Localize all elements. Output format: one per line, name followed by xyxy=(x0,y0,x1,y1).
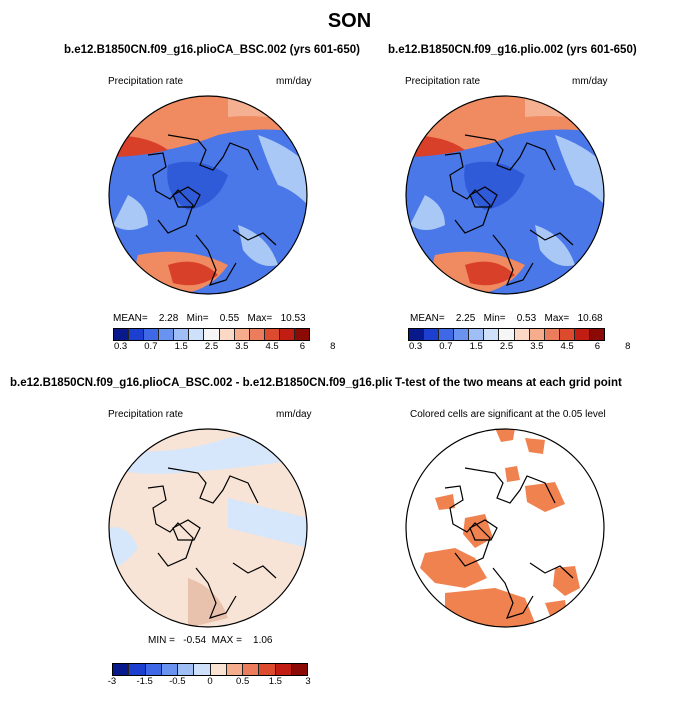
colorbar-2-tick-label: 6 xyxy=(594,341,601,352)
colorbar-3-boxes xyxy=(112,663,308,676)
panel-2-units: mm/day xyxy=(572,76,608,87)
colorbar-3-tick-label: 0.5 xyxy=(236,676,250,687)
colorbar-3-box xyxy=(259,664,276,675)
colorbar-3-tick-label: -3 xyxy=(107,676,117,687)
colorbar-1-box xyxy=(159,329,175,340)
colorbar-3-box xyxy=(194,664,211,675)
colorbar-2-box xyxy=(529,329,545,340)
colorbar-2-box xyxy=(499,329,515,340)
panel-3-stats: MIN = -0.54 MAX = 1.06 xyxy=(148,635,273,646)
colorbar-1-tick-label: 8 xyxy=(330,341,336,352)
colorbar-2-tick-label: 8 xyxy=(625,341,631,352)
colorbar-1-box xyxy=(189,329,205,340)
colorbar-2-tick-label: 0.3 xyxy=(408,341,423,352)
panel-1-variable: Precipitation rate xyxy=(108,76,184,87)
colorbar-3-box xyxy=(113,664,130,675)
colorbar-2-tick-label: 0.7 xyxy=(439,341,453,352)
colorbar-2-box xyxy=(484,329,500,340)
panel-1-units: mm/day xyxy=(276,76,312,87)
colorbar-3-box xyxy=(145,664,162,675)
panel-4-subtitle: Colored cells are significant at the 0.0… xyxy=(410,409,606,420)
colorbar-2: 0.3 0.7 1.5 2.5 3.5 4.5 6 8 xyxy=(408,328,630,353)
colorbar-1-box xyxy=(219,329,235,340)
colorbar-1-box xyxy=(174,329,190,340)
panel-1-stats: MEAN= 2.28 Min= 0.55 Max= 10.53 xyxy=(113,313,306,324)
panel-2-stats: MEAN= 2.25 Min= 0.53 Max= 10.68 xyxy=(410,313,603,324)
colorbar-1-tick-label: 6 xyxy=(299,341,306,352)
colorbar-3-box xyxy=(291,664,307,675)
colorbar-3-box xyxy=(161,664,178,675)
panel-2-heading: b.e12.B1850CN.f09_g16.plio.002 (yrs 601-… xyxy=(388,44,637,56)
colorbar-1: 0.3 0.7 1.5 2.5 3.5 4.5 6 8 xyxy=(113,328,335,353)
colorbar-1-tick-label: 3.5 xyxy=(235,341,249,352)
colorbar-3-box xyxy=(226,664,243,675)
colorbar-3-box xyxy=(243,664,260,675)
colorbar-1-tick-label: 1.5 xyxy=(174,341,188,352)
colorbar-2-tick-label: 2.5 xyxy=(499,341,514,352)
panel-4-heading: T-test of the two means at each grid poi… xyxy=(392,377,622,389)
panel-3-variable: Precipitation rate xyxy=(108,409,184,420)
panel-3-heading: b.e12.B1850CN.f09_g16.plioCA_BSC.002 - b… xyxy=(10,377,418,389)
colorbar-2-box xyxy=(544,329,560,340)
colorbar-3-box xyxy=(210,664,227,675)
panel-1-polar-map xyxy=(108,95,308,295)
colorbar-2-box xyxy=(424,329,440,340)
colorbar-2-box xyxy=(514,329,530,340)
colorbar-1-box xyxy=(279,329,295,340)
figure-title: SON xyxy=(327,10,372,32)
colorbar-1-tick-label: 0.3 xyxy=(113,341,128,352)
panel-2-polar-map xyxy=(405,95,605,295)
colorbar-3-box xyxy=(129,664,146,675)
colorbar-3: -3 -1.5 -0.5 0 0.5 1.5 3 xyxy=(108,663,311,688)
colorbar-3-tick-label: 0 xyxy=(207,676,213,687)
panel-2-variable: Precipitation rate xyxy=(405,76,481,87)
colorbar-2-box xyxy=(559,329,575,340)
colorbar-1-box xyxy=(114,329,130,340)
colorbar-3-ticks: -3 -1.5 -0.5 0 0.5 1.5 3 xyxy=(108,676,311,688)
colorbar-2-box xyxy=(469,329,485,340)
colorbar-3-box xyxy=(275,664,292,675)
colorbar-1-box xyxy=(264,329,280,340)
colorbar-1-box xyxy=(234,329,250,340)
colorbar-3-tick-label: 1.5 xyxy=(268,676,282,687)
colorbar-2-boxes xyxy=(408,328,605,341)
colorbar-2-box xyxy=(439,329,455,340)
colorbar-1-box xyxy=(294,329,310,340)
colorbar-1-tick-label: 4.5 xyxy=(265,341,279,352)
colorbar-2-box xyxy=(454,329,470,340)
colorbar-2-tick-label: 1.5 xyxy=(469,341,483,352)
colorbar-1-tick-label: 0.7 xyxy=(144,341,158,352)
colorbar-2-box xyxy=(409,329,425,340)
colorbar-2-box xyxy=(574,329,590,340)
colorbar-3-tick-label: -0.5 xyxy=(169,676,186,687)
colorbar-2-ticks: 0.3 0.7 1.5 2.5 3.5 4.5 6 8 xyxy=(408,341,630,353)
colorbar-1-ticks: 0.3 0.7 1.5 2.5 3.5 4.5 6 8 xyxy=(113,341,335,353)
colorbar-3-box xyxy=(178,664,195,675)
colorbar-2-box xyxy=(589,329,605,340)
colorbar-1-box xyxy=(204,329,220,340)
colorbar-1-boxes xyxy=(113,328,310,341)
colorbar-1-box xyxy=(249,329,265,340)
panel-3-difference-map xyxy=(108,428,308,628)
panel-3-units: mm/day xyxy=(276,409,312,420)
panel-1-heading: b.e12.B1850CN.f09_g16.plioCA_BSC.002 (yr… xyxy=(64,44,360,56)
colorbar-1-tick-label: 2.5 xyxy=(204,341,219,352)
colorbar-2-tick-label: 4.5 xyxy=(560,341,574,352)
panel-4-significance-map xyxy=(405,428,605,628)
colorbar-3-tick-label: -1.5 xyxy=(136,676,153,687)
colorbar-1-box xyxy=(129,329,145,340)
colorbar-2-tick-label: 3.5 xyxy=(530,341,544,352)
colorbar-1-box xyxy=(144,329,160,340)
colorbar-3-tick-label: 3 xyxy=(305,676,311,687)
